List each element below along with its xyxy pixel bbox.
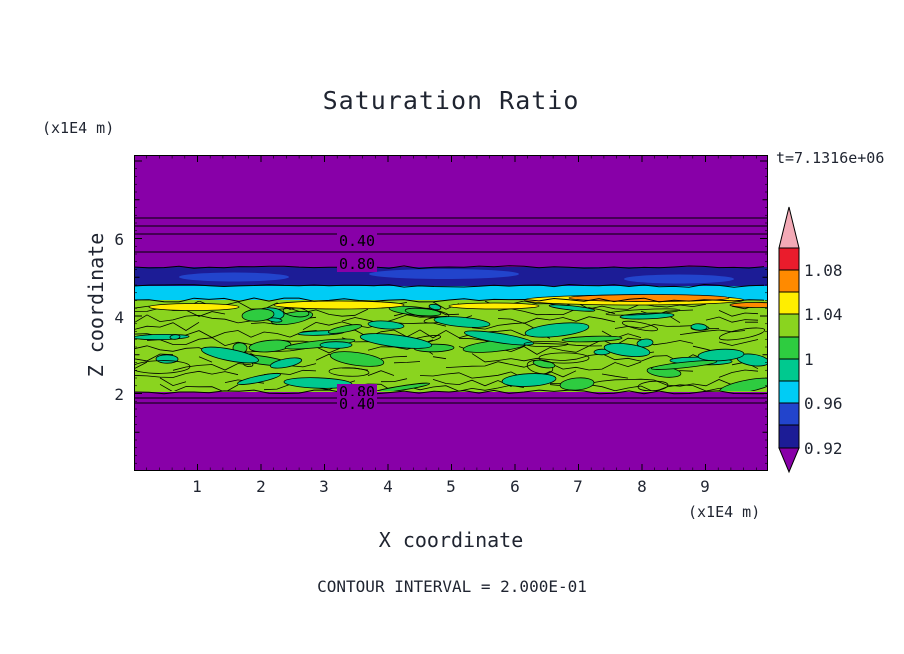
colorbar-segment-yellowgreen — [778, 313, 800, 338]
contour-label-upper-080: 0.80 — [337, 255, 377, 273]
colorbar-segment-red — [778, 247, 800, 271]
colorbar-segment-blue — [778, 402, 800, 426]
x-tick-8: 8 — [637, 477, 647, 496]
x-axis-unit: (x1E4 m) — [688, 503, 761, 521]
colorbar-segment-yellow — [778, 291, 800, 315]
lower-contour-lines — [134, 397, 768, 404]
colorbar — [778, 206, 800, 474]
contour-texture — [135, 301, 767, 391]
y-tick-4: 4 — [114, 308, 124, 327]
x-tick-3: 3 — [319, 477, 329, 496]
plot-area: 0.40 0.80 0.80 0.40 — [134, 155, 768, 471]
x-tick-7: 7 — [573, 477, 583, 496]
colorbar-label-104: 1.04 — [804, 305, 843, 324]
x-tick-6: 6 — [510, 477, 520, 496]
y-tick-2: 2 — [114, 385, 124, 404]
supersaturation-streaks — [148, 294, 768, 311]
blue-patches — [179, 269, 734, 284]
colorbar-segment-green — [778, 336, 800, 360]
colorbar-segment-purple — [778, 447, 800, 474]
band-boundaries — [134, 265, 765, 395]
time-annotation: t=7.1316e+06 — [776, 149, 885, 167]
contour-field — [134, 155, 768, 471]
colorbar-label-096: 0.96 — [804, 394, 843, 413]
contour-interval-note: CONTOUR INTERVAL = 2.000E-01 — [317, 577, 587, 596]
y-tick-6: 6 — [114, 230, 124, 249]
x-axis-label: X coordinate — [378, 528, 524, 552]
x-tick-4: 4 — [383, 477, 393, 496]
colorbar-segment-teal — [778, 358, 800, 382]
x-tick-5: 5 — [446, 477, 456, 496]
upper-contour-lines — [134, 217, 768, 253]
colorbar-label-092: 0.92 — [804, 439, 843, 458]
colorbar-segment-pink — [778, 206, 800, 249]
x-tick-2: 2 — [256, 477, 266, 496]
contour-label-lower-040: 0.40 — [337, 395, 377, 413]
chart-title: Saturation Ratio — [322, 86, 580, 115]
colorbar-segment-cyan — [778, 380, 800, 404]
colorbar-segment-navy — [778, 424, 800, 449]
colorbar-segment-orange — [778, 269, 800, 293]
contour-label-upper-040: 0.40 — [337, 232, 377, 250]
colorbar-label-108: 1.08 — [804, 261, 843, 280]
colorbar-label-100: 1 — [804, 350, 814, 369]
y-axis-unit: (x1E4 m) — [42, 119, 115, 137]
plot-frame — [134, 155, 768, 471]
x-tick-1: 1 — [192, 477, 202, 496]
x-tick-9: 9 — [700, 477, 710, 496]
